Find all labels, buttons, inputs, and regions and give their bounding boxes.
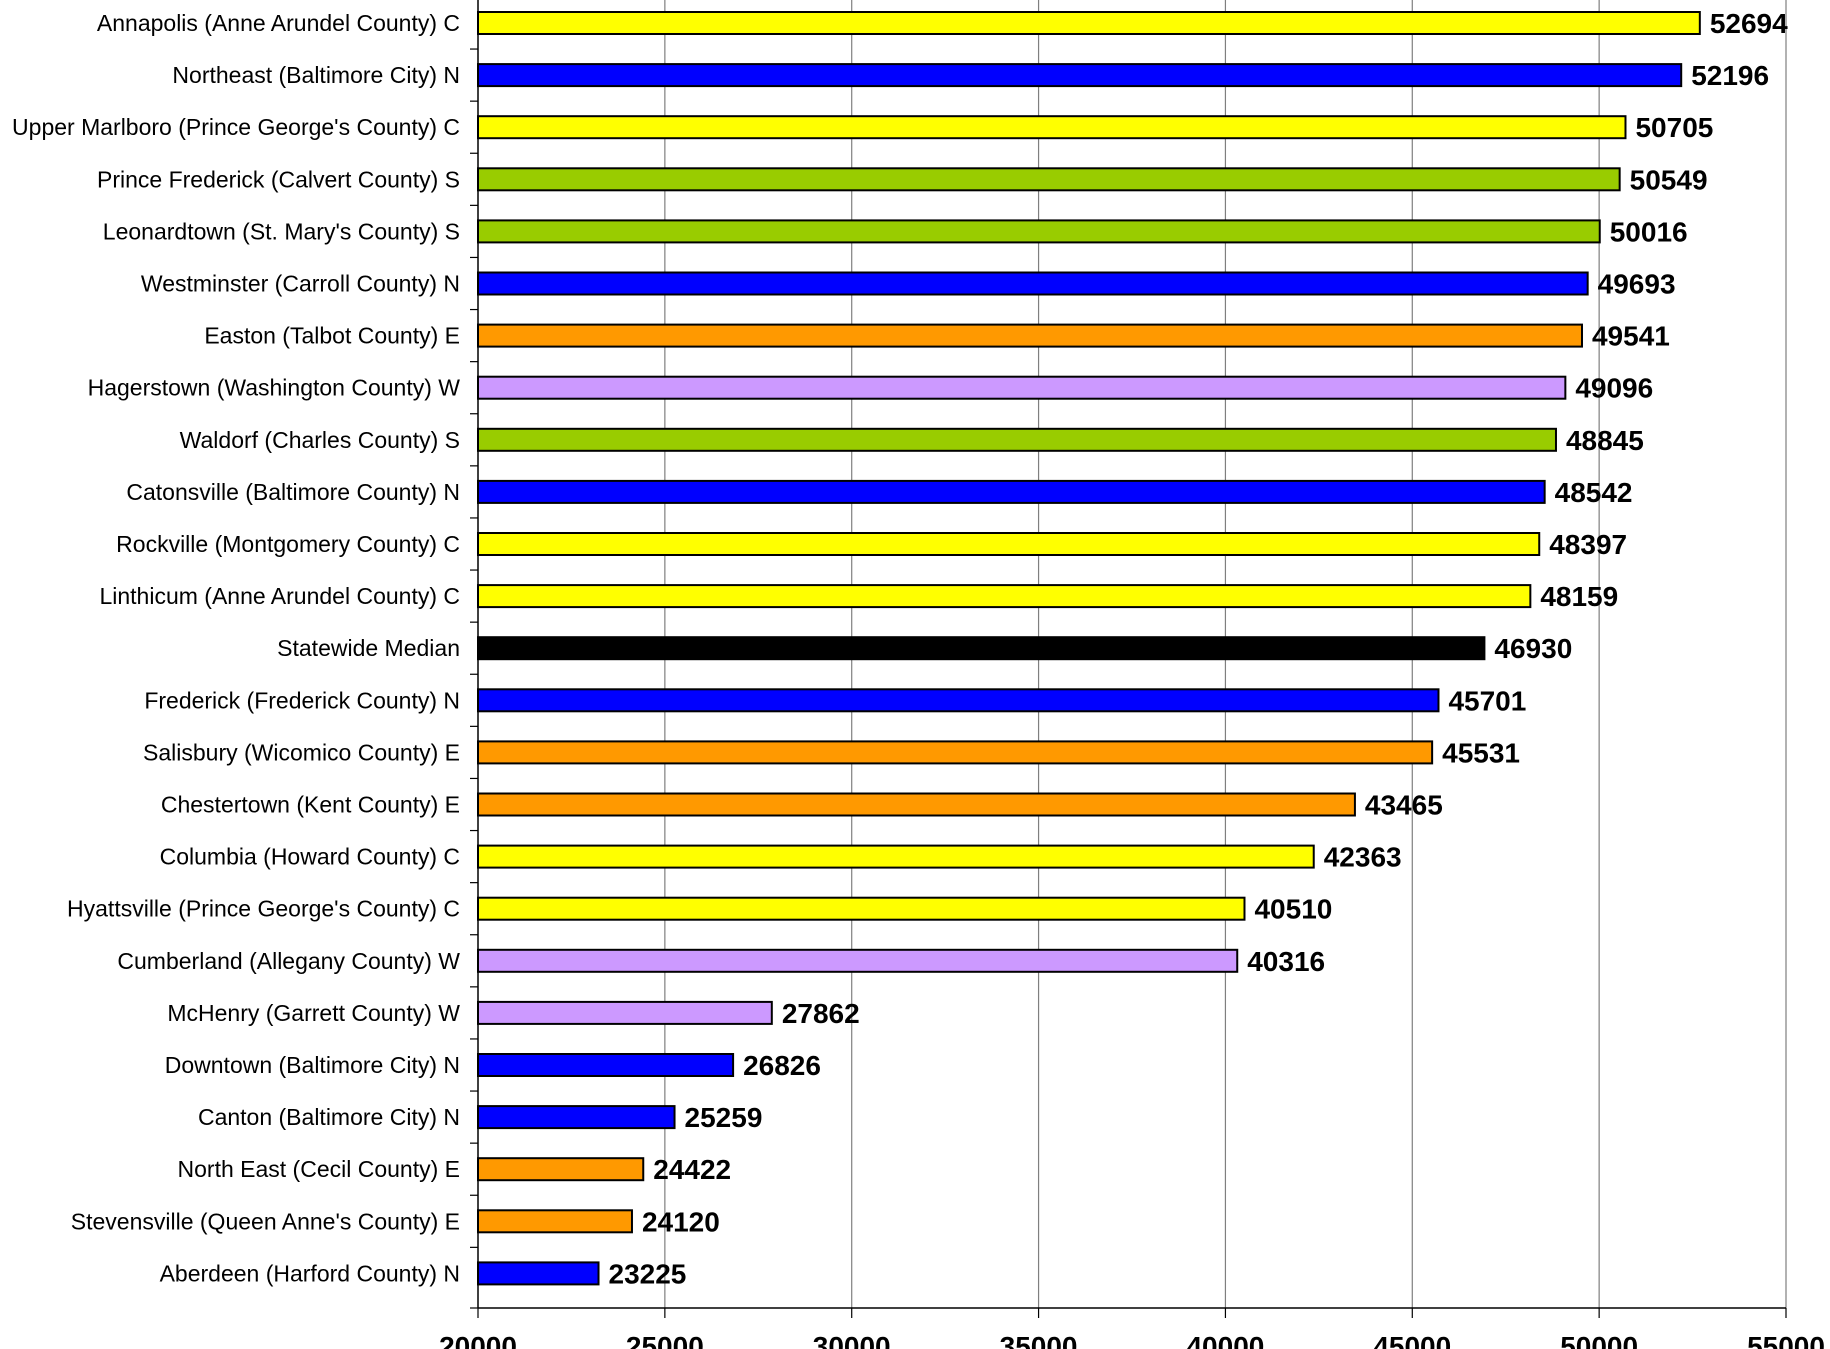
category-label: Canton (Baltimore City) N [198,1104,460,1130]
category-label: Salisbury (Wicomico County) E [143,739,460,765]
category-label: Waldorf (Charles County) S [180,427,460,453]
bar [477,1209,633,1234]
category-label: Catonsville (Baltimore County) N [126,479,460,505]
data-label: 49541 [1592,321,1670,352]
category-label: Easton (Talbot County) E [204,323,460,349]
category-label: Cumberland (Allegany County) W [117,948,460,974]
data-label: 45531 [1442,737,1520,768]
data-label: 50016 [1610,216,1688,247]
bar [477,375,1567,400]
category-label: Rockville (Montgomery County) C [116,531,460,557]
data-label: 24422 [653,1154,731,1185]
data-label: 49096 [1575,373,1653,404]
data-label: 40316 [1247,946,1325,977]
category-label: McHenry (Garrett County) W [167,1000,460,1026]
category-label: Westminster (Carroll County) N [141,271,460,297]
bar [477,1105,676,1130]
data-label: 48397 [1549,529,1627,560]
category-label: Upper Marlboro (Prince George's County) … [12,114,460,140]
category-label: Columbia (Howard County) C [160,844,460,870]
data-label: 46930 [1494,633,1572,664]
data-label: 27862 [782,998,860,1029]
data-label: 48542 [1555,477,1633,508]
data-label: 52196 [1691,60,1769,91]
category-label: Stevensville (Queen Anne's County) E [71,1208,460,1234]
bar [477,688,1440,713]
x-axis-tick-labels: 20000 25000 30000 35000 40000 45000 50000 55000 [439,1331,1825,1349]
bar [477,636,1486,661]
bar [477,948,1239,973]
bar [477,11,1701,35]
bar [477,1157,645,1182]
value-labels: 52694 52196 50705 50549 50016 49693 49541 49096… [609,8,1789,1289]
bar [477,115,1627,140]
bar [477,740,1434,765]
bar [477,792,1356,817]
category-label: North East (Cecil County) E [178,1156,460,1182]
bar [477,167,1621,192]
bar [477,271,1589,296]
data-label: 45701 [1448,685,1526,716]
x-tick-label: 50000 [1560,1331,1638,1349]
data-label: 50549 [1630,164,1708,195]
data-label: 49693 [1598,269,1676,300]
data-label: 40510 [1254,894,1332,925]
bar [477,1053,735,1077]
category-label: Hyattsville (Prince George's County) C [67,896,460,922]
category-label: Chestertown (Kent County) E [161,792,460,818]
category-labels: Annapolis (Anne Arundel County) C Northea… [12,10,460,1286]
data-label: 26826 [743,1050,821,1081]
data-label: 24120 [642,1206,720,1237]
bar [477,427,1557,452]
data-label: 48845 [1566,425,1644,456]
category-label: Prince Frederick (Calvert County) S [97,166,460,192]
category-label: Aberdeen (Harford County) N [160,1260,460,1286]
bar [477,1000,773,1025]
category-label: Annapolis (Anne Arundel County) C [97,10,460,36]
bar [477,896,1246,921]
bars [477,11,1701,1286]
category-label: Northeast (Baltimore City) N [172,62,460,88]
bar [477,479,1546,504]
x-tick-label: 20000 [439,1331,517,1349]
data-label: 43465 [1365,790,1443,821]
data-label: 48159 [1540,581,1618,612]
data-label: 50705 [1635,112,1713,143]
data-label: 42363 [1324,842,1402,873]
bar [477,219,1601,244]
bar [477,532,1541,556]
bar [477,584,1532,609]
bar [477,323,1583,348]
category-label: Frederick (Frederick County) N [144,687,460,713]
x-tick-label: 45000 [1373,1331,1451,1349]
data-label: 25259 [685,1102,763,1133]
category-label: Linthicum (Anne Arundel County) C [99,583,460,609]
category-label: Statewide Median [277,635,460,661]
x-tick-label: 30000 [813,1331,891,1349]
x-tick-label: 35000 [1000,1331,1078,1349]
x-tick-label: 25000 [626,1331,704,1349]
category-label: Hagerstown (Washington County) W [88,375,461,401]
bar [477,1261,600,1286]
data-label: 23225 [609,1258,687,1289]
category-label: Downtown (Baltimore City) N [165,1052,460,1078]
bar [477,63,1683,88]
category-label: Leonardtown (St. Mary's County) S [103,218,460,244]
x-tick-label: 40000 [1186,1331,1264,1349]
bar [477,844,1315,869]
x-tick-label: 55000 [1747,1331,1825,1349]
data-label: 52694 [1710,8,1788,39]
